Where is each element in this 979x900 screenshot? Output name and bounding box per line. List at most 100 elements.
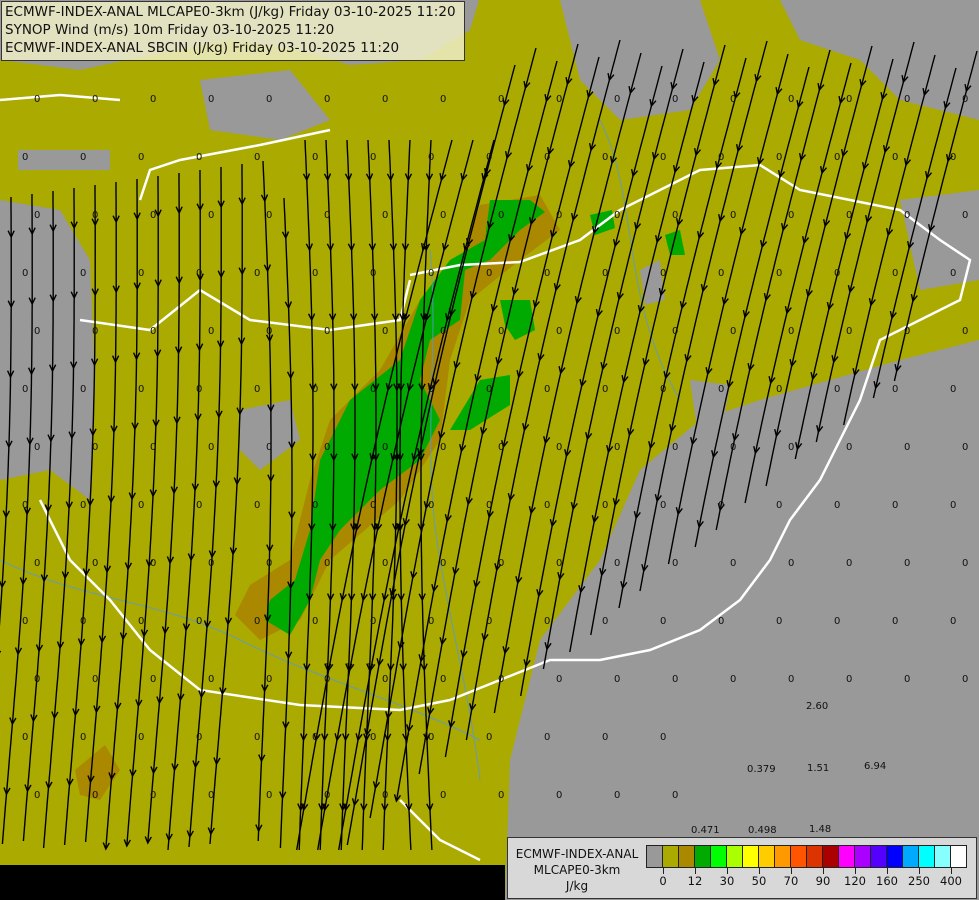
streamline — [744, 62, 852, 504]
station-value: 0 — [556, 210, 562, 221]
station-value: 0 — [428, 268, 434, 279]
wind-arrow-icon — [928, 224, 936, 233]
wind-arrow-icon — [718, 214, 726, 223]
station-value: 0 — [138, 732, 144, 743]
streamline — [257, 160, 272, 842]
wind-arrow-icon — [154, 279, 162, 288]
station-value: 0 — [266, 790, 272, 801]
station-value: 0 — [846, 558, 852, 569]
station-value: 0 — [660, 268, 666, 279]
wind-arrow-icon — [187, 553, 196, 562]
wind-arrow-icon — [166, 556, 175, 565]
station-value: 0 — [92, 326, 98, 337]
wind-arrow-icon — [282, 721, 290, 730]
wind-arrow-icon — [124, 562, 133, 571]
station-value: 0 — [730, 442, 736, 453]
wind-arrow-icon — [777, 169, 786, 179]
wind-arrow-icon — [515, 576, 523, 585]
station-value: 0 — [440, 210, 446, 221]
wind-arrow-icon — [107, 495, 115, 504]
wind-arrow-icon — [286, 371, 295, 380]
station-value: 0 — [788, 558, 794, 569]
wind-arrow-icon — [174, 346, 183, 355]
wind-arrow-icon — [61, 571, 70, 580]
legend-swatch — [855, 846, 871, 867]
wind-arrow-icon — [265, 334, 274, 343]
legend-swatch — [919, 846, 935, 867]
station-value: 0 — [440, 674, 446, 685]
wind-arrow-icon — [385, 711, 393, 720]
wind-arrow-icon — [465, 497, 473, 506]
station-value: 0 — [498, 210, 504, 221]
legend-model: ECMWF-INDEX-ANAL — [515, 847, 639, 861]
streamline — [694, 66, 810, 548]
streamline — [319, 139, 335, 851]
wind-arrow-icon — [397, 593, 405, 602]
wind-arrow-icon — [502, 646, 510, 655]
wind-arrow-icon — [586, 89, 594, 99]
station-value: 0 — [660, 732, 666, 743]
station-value: 0 — [672, 790, 678, 801]
wind-arrow-icon — [393, 453, 401, 462]
wind-arrow-icon — [712, 77, 720, 87]
station-value: 0 — [846, 442, 852, 453]
wind-arrow-icon — [544, 93, 552, 103]
wind-arrow-icon — [658, 288, 666, 297]
wind-arrow-icon — [390, 453, 398, 462]
wind-arrow-icon — [217, 200, 225, 209]
station-value: 0 — [962, 442, 968, 453]
wind-arrow-icon — [469, 291, 477, 300]
station-value: 0 — [718, 500, 724, 511]
wind-arrow-icon — [859, 78, 867, 88]
wind-arrow-icon — [260, 194, 269, 203]
wind-arrow-icon — [192, 760, 200, 769]
station-value: 0 — [92, 674, 98, 685]
station-value: 0 — [150, 210, 156, 221]
legend-tick — [727, 868, 728, 874]
legend-tick-label: 160 — [876, 874, 898, 888]
station-value: 0 — [962, 210, 968, 221]
wind-arrow-icon — [880, 91, 888, 101]
wind-arrow-icon — [213, 757, 221, 766]
wind-arrow-icon — [448, 720, 456, 729]
wind-arrow-icon — [405, 803, 413, 812]
station-value: 0 — [34, 210, 40, 221]
wind-arrow-icon — [170, 486, 178, 495]
wind-arrow-icon — [119, 632, 128, 641]
station-value: 2.60 — [806, 701, 828, 712]
wind-arrow-icon — [351, 383, 359, 392]
wind-arrow-icon — [19, 577, 28, 586]
station-value: 0 — [904, 326, 910, 337]
wind-arrow-icon — [144, 836, 152, 845]
wind-arrow-icon — [91, 288, 99, 297]
station-value: 0 — [254, 732, 260, 743]
station-value: 0 — [208, 558, 214, 569]
wind-arrow-icon — [452, 567, 460, 576]
wind-arrow-icon — [360, 593, 368, 602]
legend-tick-label: 12 — [687, 874, 703, 888]
station-value: 0 — [196, 152, 202, 163]
wind-arrow-icon — [557, 572, 565, 581]
wind-arrow-icon — [570, 502, 578, 511]
wind-arrow-icon — [795, 442, 803, 451]
station-value: 0 — [904, 674, 910, 685]
wind-arrow-icon — [840, 148, 849, 158]
wind-arrow-icon — [108, 772, 116, 781]
streamline — [872, 67, 957, 399]
station-value: 0 — [498, 674, 504, 685]
wind-arrow-icon — [177, 693, 185, 702]
wind-arrow-icon — [93, 705, 101, 714]
station-value: 0 — [34, 674, 40, 685]
station-value: 0 — [266, 674, 272, 685]
wind-arrow-icon — [964, 83, 972, 93]
wind-arrow-icon — [630, 168, 639, 178]
station-value: 0.498 — [748, 825, 777, 836]
wind-arrow-icon — [504, 150, 513, 160]
wind-arrow-icon — [375, 523, 383, 532]
wind-arrow-icon — [768, 376, 776, 385]
wind-arrow-icon — [102, 842, 110, 851]
station-value: 0 — [138, 384, 144, 395]
wind-arrow-icon — [35, 644, 44, 653]
station-value: 0 — [312, 616, 318, 627]
station-value: 0 — [138, 500, 144, 511]
